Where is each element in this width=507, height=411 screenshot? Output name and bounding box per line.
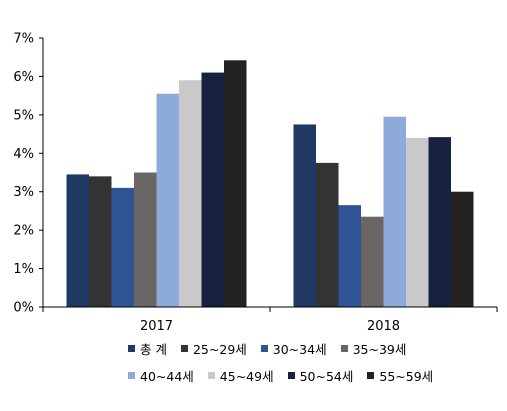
bar — [383, 116, 406, 308]
bar — [66, 174, 89, 307]
legend-label: 30~34세 — [272, 342, 327, 357]
bar — [361, 216, 384, 307]
y-tick-label: 0% — [13, 301, 34, 316]
legend-item: 50~54세 — [287, 366, 354, 385]
legend-swatch — [128, 345, 135, 352]
legend-swatch — [367, 372, 375, 379]
legend-label: 55~59세 — [379, 369, 434, 384]
legend-row: 40~44세 45~49세 50~54세 55~59세 — [128, 366, 433, 385]
bar — [156, 93, 179, 307]
bar — [179, 80, 202, 308]
legend-swatch — [207, 372, 215, 379]
bar — [316, 162, 339, 307]
y-tick-label: 3% — [13, 185, 34, 200]
legend-label: 25~29세 — [192, 342, 247, 357]
y-tick-label: 1% — [13, 262, 34, 277]
bar — [406, 137, 429, 307]
legend-item: 55~59세 — [367, 366, 433, 385]
legend-label: 45~49세 — [219, 369, 274, 384]
legend-label: 50~54세 — [299, 369, 354, 384]
x-tick-label: 2017 — [140, 319, 173, 334]
legend-swatch — [128, 372, 135, 379]
legend-swatch — [287, 372, 295, 379]
x-tick-label: 2018 — [367, 319, 400, 334]
legend-swatch — [260, 345, 268, 352]
y-tick-label: 6% — [13, 70, 34, 85]
bar — [293, 124, 316, 307]
y-tick-label: 2% — [13, 224, 34, 239]
x-axis: 2017 2018 — [42, 306, 498, 334]
legend-item: 30~34세 — [260, 339, 327, 358]
legend-swatch — [340, 345, 348, 352]
bar — [224, 60, 247, 307]
y-axis: 0% 1% 2% 3% 4% 5% 6% 7% — [13, 32, 44, 316]
legend-item: 40~44세 — [128, 366, 194, 385]
y-tick-label: 4% — [13, 147, 34, 162]
legend-row: 총 계 25~29세 30~34세 35~39세 — [128, 339, 406, 358]
legend-item: 25~29세 — [180, 339, 247, 358]
legend-item: 45~49세 — [207, 366, 274, 385]
legend-swatch — [180, 345, 188, 352]
bars — [66, 60, 474, 308]
legend-label: 35~39세 — [352, 342, 407, 357]
bar — [201, 72, 224, 307]
y-tick-label: 7% — [13, 32, 34, 47]
legend-item: 35~39세 — [340, 339, 407, 358]
legend-label: 총 계 — [140, 342, 167, 357]
bar — [111, 187, 134, 307]
y-tick-label: 5% — [13, 108, 34, 123]
bar — [134, 172, 157, 307]
bar — [338, 205, 361, 307]
legend-item: 총 계 — [128, 339, 167, 358]
bar — [89, 176, 112, 307]
legend-label: 40~44세 — [140, 369, 194, 384]
bar — [428, 137, 451, 307]
bar — [451, 191, 474, 307]
